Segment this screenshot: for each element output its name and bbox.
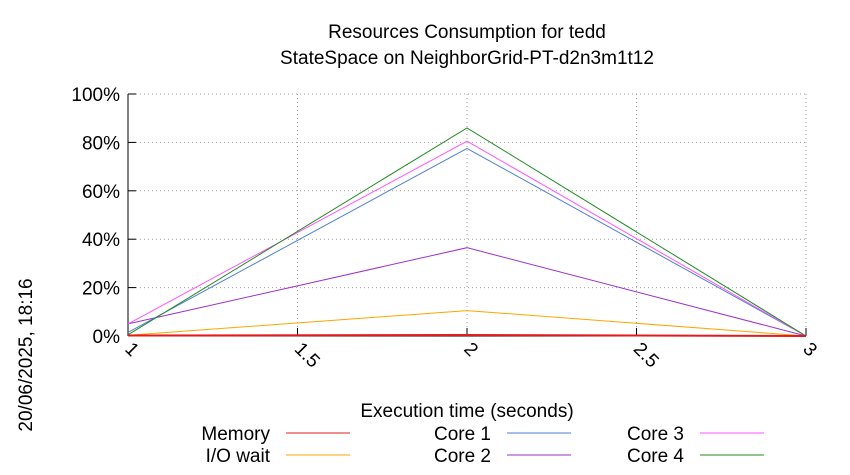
grid [128,93,807,336]
legend-label: Core 2 [434,446,491,467]
legend-label: Core 1 [434,424,491,445]
y-tick-label: 80% [82,133,120,154]
x-tick-label: 1.5 [290,339,324,373]
series-line-i-o-wait [127,310,807,337]
tick-labels: 0% 20% 40% 60% 80% 100% 1 1.5 2 2.5 3 [71,85,820,372]
x-tick-label: 2 [459,339,481,361]
chart-title: Resources Consumption for tedd StateSpac… [280,22,654,69]
legend-item-core-3: Core 3 [627,424,764,445]
legend-label: Memory [201,424,270,445]
legend-label: Core 3 [627,424,684,445]
legend-item-core-1: Core 1 [434,424,571,445]
legend-label: Core 4 [627,446,684,467]
legend-label: I/O wait [206,446,271,467]
legend-item-core-2: Core 2 [434,446,571,467]
legend-item-core-4: Core 4 [627,446,764,467]
y-tick-label: 20% [82,279,120,300]
x-axis-label: Execution time (seconds) [360,401,573,422]
timestamp-label: 20/06/2025, 18:16 [16,278,37,431]
x-tick-label: 3 [798,339,820,361]
series-lines [127,127,807,337]
y-tick-label: 0% [93,327,121,348]
series-line-core-2 [127,247,807,337]
x-tick-label: 1 [120,339,142,361]
series-line-core-1 [127,147,807,337]
series-line-core-3 [127,140,807,337]
y-tick-label: 60% [82,182,120,203]
y-tick-label: 40% [82,230,120,251]
legend-item-memory: Memory [201,424,350,445]
title-line-1: Resources Consumption for tedd [328,22,606,43]
legend-item-i-o-wait: I/O wait [206,446,350,467]
x-tick-label: 2.5 [629,339,663,373]
series-line-core-4 [127,127,807,337]
series-line-memory [127,333,807,337]
y-tick-label: 100% [71,85,120,106]
title-line-2: StateSpace on NeighborGrid-PT-d2n3m1t12 [280,48,654,69]
